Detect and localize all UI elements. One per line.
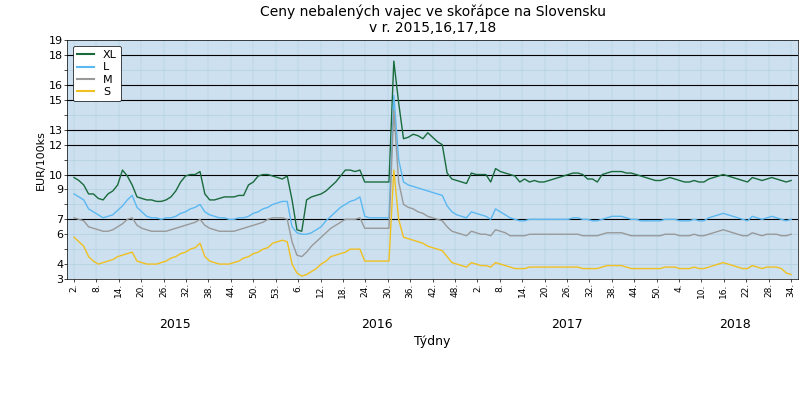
Y-axis label: EUR/100ks: EUR/100ks: [36, 130, 47, 189]
Text: Týdny: Týdny: [415, 335, 451, 348]
Title: Ceny nebalených vajec ve skořápce na Slovensku
v r. 2015,16,17,18: Ceny nebalených vajec ve skořápce na Slo…: [260, 4, 606, 35]
Text: 2015: 2015: [159, 318, 191, 331]
Text: 2018: 2018: [719, 318, 751, 331]
Legend: XL, L, M, S: XL, L, M, S: [73, 46, 121, 101]
Text: 2016: 2016: [361, 318, 392, 331]
Text: 2017: 2017: [551, 318, 583, 331]
